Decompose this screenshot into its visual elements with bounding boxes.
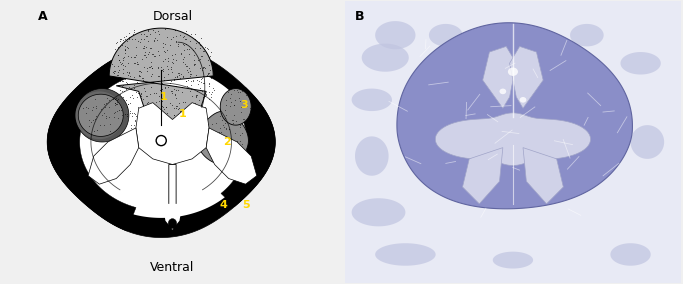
Polygon shape: [220, 89, 251, 125]
Polygon shape: [397, 23, 632, 209]
Polygon shape: [483, 46, 516, 108]
Polygon shape: [375, 21, 415, 49]
Polygon shape: [206, 128, 257, 184]
Polygon shape: [570, 24, 604, 46]
Text: 3: 3: [240, 101, 248, 110]
Text: 4: 4: [219, 200, 227, 210]
Text: Dorsal: Dorsal: [152, 10, 193, 23]
Polygon shape: [75, 89, 129, 142]
Polygon shape: [492, 252, 533, 268]
Polygon shape: [435, 113, 591, 166]
Polygon shape: [630, 125, 664, 159]
Polygon shape: [352, 198, 406, 226]
Polygon shape: [355, 136, 389, 176]
Polygon shape: [169, 164, 176, 232]
Polygon shape: [523, 148, 563, 204]
Text: 2: 2: [223, 137, 231, 147]
Text: 5: 5: [242, 200, 249, 210]
Polygon shape: [197, 111, 249, 165]
Polygon shape: [620, 52, 660, 74]
Text: A: A: [38, 10, 47, 23]
Polygon shape: [375, 243, 436, 266]
Polygon shape: [88, 128, 139, 184]
Polygon shape: [79, 94, 123, 136]
Polygon shape: [362, 44, 408, 72]
Polygon shape: [611, 243, 651, 266]
Polygon shape: [163, 204, 182, 229]
Polygon shape: [47, 100, 136, 231]
Polygon shape: [65, 47, 179, 110]
Text: Ventral: Ventral: [150, 261, 195, 274]
Text: B: B: [355, 10, 365, 23]
Polygon shape: [68, 66, 254, 218]
Polygon shape: [462, 148, 503, 204]
Polygon shape: [345, 1, 681, 283]
Polygon shape: [429, 24, 462, 46]
Polygon shape: [47, 47, 275, 237]
Circle shape: [508, 68, 518, 76]
Polygon shape: [510, 46, 543, 108]
Polygon shape: [352, 89, 392, 111]
Polygon shape: [136, 103, 209, 164]
Circle shape: [520, 97, 527, 103]
Polygon shape: [109, 28, 213, 133]
Text: 1: 1: [160, 92, 168, 102]
Circle shape: [156, 135, 166, 146]
Polygon shape: [221, 87, 275, 206]
Polygon shape: [75, 91, 123, 139]
Text: 1: 1: [178, 109, 186, 119]
Circle shape: [499, 89, 506, 94]
Ellipse shape: [168, 219, 177, 228]
